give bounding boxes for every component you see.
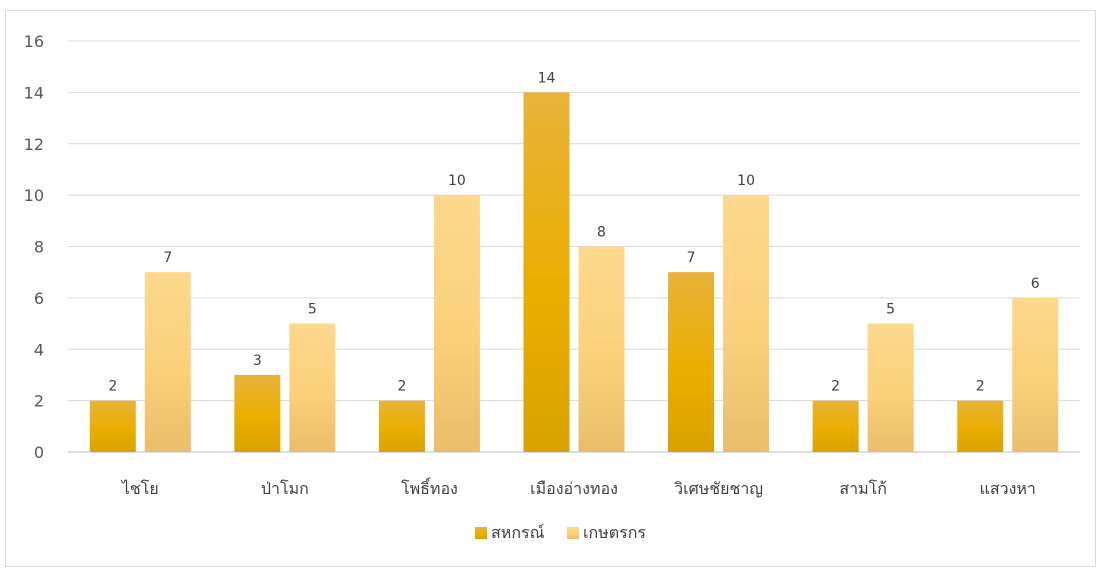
y-axis-ticks: 0 2 4 6 8 10 12 14 16	[24, 32, 44, 462]
data-label: 3	[253, 353, 262, 369]
category-label: วิเศษชัยชาญ	[674, 479, 763, 498]
category-label: โพธิ์ทอง	[401, 477, 458, 498]
legend-label: สหกรณ์	[491, 523, 545, 542]
data-label: 2	[976, 379, 985, 395]
bar-cooperative	[89, 400, 136, 452]
bar-farmer	[1012, 297, 1059, 452]
chart-frame	[5, 10, 1096, 567]
y-tick-label: 16	[24, 32, 44, 51]
data-label: 5	[886, 302, 895, 318]
data-label: 2	[397, 379, 406, 395]
data-label: 6	[1031, 276, 1040, 292]
category-label: เมืองอ่างทอง	[530, 479, 618, 498]
category-label: แสวงหา	[980, 479, 1036, 498]
category-label: สามโก้	[839, 479, 887, 498]
y-tick-label: 2	[34, 392, 44, 411]
category-label: ป่าโมก	[261, 479, 309, 498]
y-tick-label: 8	[34, 238, 44, 257]
category-label: ไชโย	[120, 479, 159, 498]
bar-cooperative	[668, 272, 715, 452]
bar-cooperative	[957, 400, 1004, 452]
bar-cooperative	[812, 400, 859, 452]
x-axis-categories: ไชโย ป่าโมก โพธิ์ทอง เมืองอ่างทอง วิเศษชัยชา…	[120, 477, 1036, 498]
legend-swatch	[567, 527, 579, 539]
gridlines	[68, 40, 1080, 453]
bar-farmer	[578, 246, 625, 452]
bar-cooperative	[523, 92, 570, 452]
legend-swatch	[475, 527, 487, 539]
data-label: 2	[108, 379, 117, 395]
bars	[89, 92, 1059, 452]
y-tick-label: 10	[24, 186, 44, 205]
y-tick-label: 6	[34, 289, 44, 308]
data-label: 7	[163, 250, 172, 266]
bar-cooperative	[378, 400, 425, 452]
bar-farmer	[433, 195, 480, 452]
data-label: 14	[538, 70, 556, 86]
legend-label: เกษตรกร	[583, 523, 646, 542]
data-label: 10	[737, 173, 755, 189]
y-tick-label: 14	[24, 83, 44, 102]
y-tick-label: 12	[24, 135, 44, 154]
data-labels: 2 7 3 5 2 10 14 8 7 10 2 5 2 6	[108, 70, 1039, 394]
y-tick-label: 4	[34, 340, 44, 359]
bar-farmer	[144, 272, 191, 452]
data-label: 8	[597, 225, 606, 241]
bar-farmer	[289, 323, 336, 452]
bar-farmer	[723, 195, 770, 452]
y-tick-label: 0	[34, 443, 44, 462]
bar-farmer	[867, 323, 914, 452]
legend: สหกรณ์ เกษตรกร	[475, 523, 646, 542]
data-label: 7	[687, 250, 696, 266]
bar-cooperative	[234, 374, 281, 452]
data-label: 2	[831, 379, 840, 395]
data-label: 5	[308, 302, 317, 318]
data-label: 10	[448, 173, 466, 189]
